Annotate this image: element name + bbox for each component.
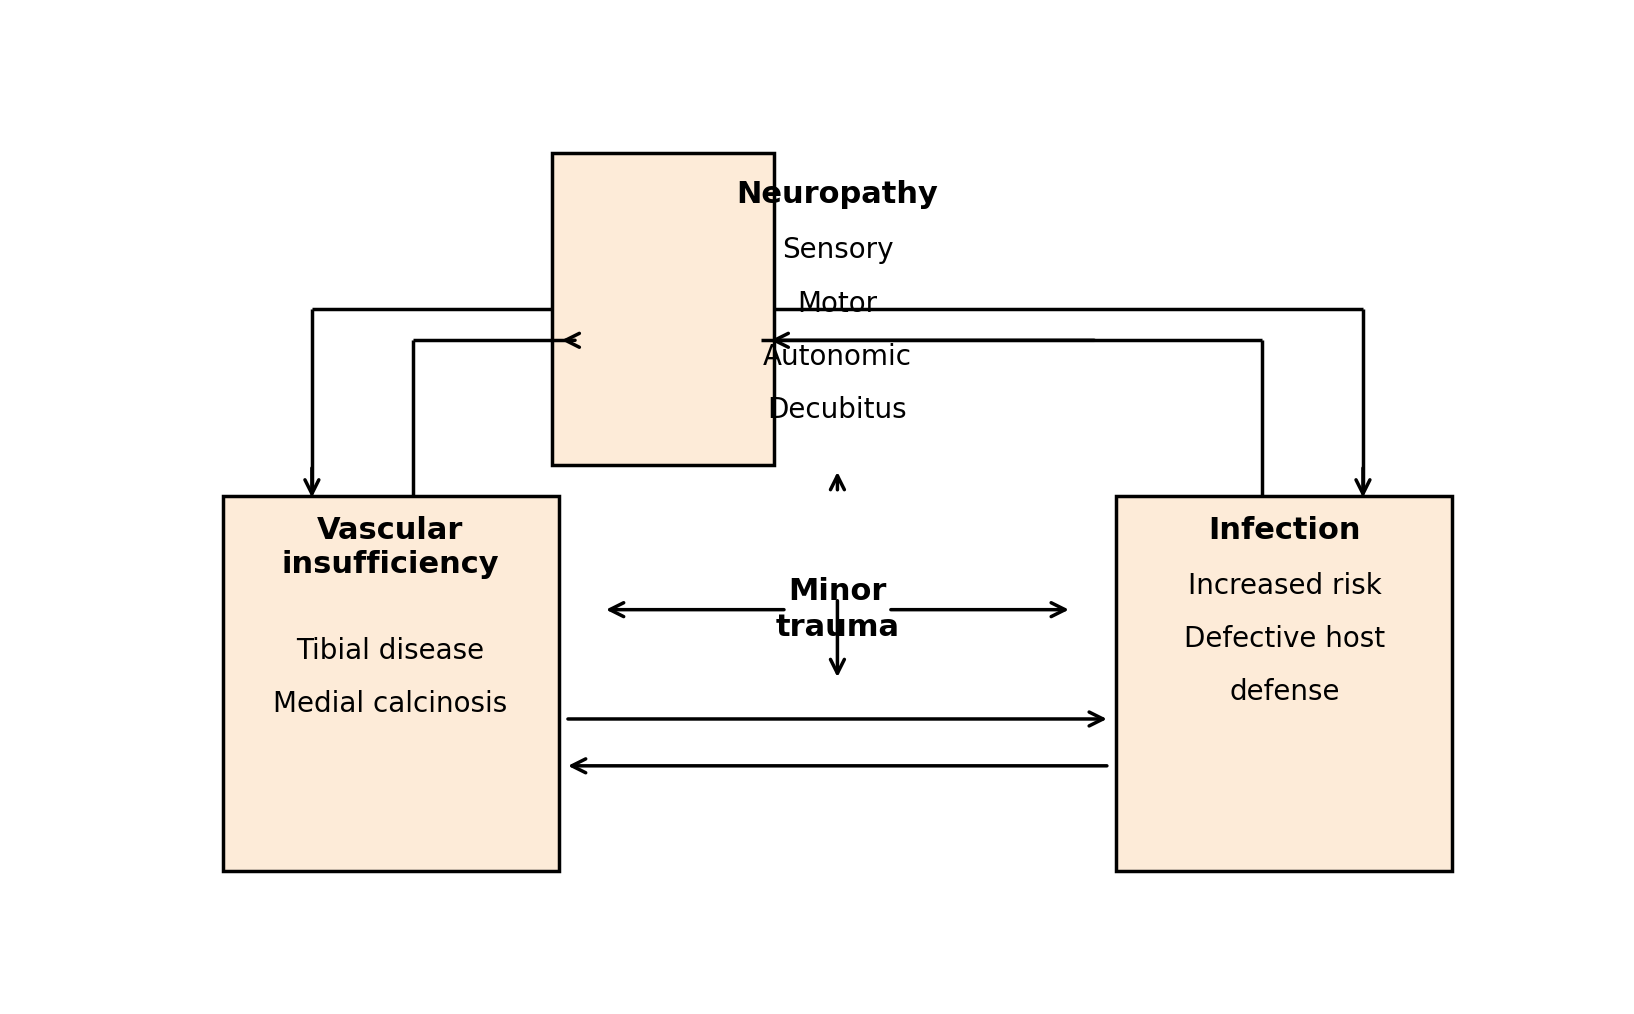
FancyBboxPatch shape	[1116, 497, 1451, 871]
Text: Increased risk: Increased risk	[1188, 572, 1381, 600]
Text: Tibial disease: Tibial disease	[296, 637, 484, 665]
Text: Neuropathy: Neuropathy	[737, 180, 938, 209]
Text: Medial calcinosis: Medial calcinosis	[273, 691, 508, 718]
FancyBboxPatch shape	[224, 497, 559, 871]
Text: Defective host: Defective host	[1185, 626, 1386, 653]
Text: Decubitus: Decubitus	[768, 395, 907, 424]
Text: Minor
trauma: Minor trauma	[776, 577, 899, 642]
Text: Infection: Infection	[1208, 516, 1361, 545]
Text: defense: defense	[1229, 678, 1340, 707]
Text: Motor: Motor	[797, 290, 877, 317]
FancyBboxPatch shape	[552, 153, 775, 465]
Text: Autonomic: Autonomic	[763, 343, 912, 371]
Text: Sensory: Sensory	[781, 236, 894, 265]
Text: Vascular
insufficiency: Vascular insufficiency	[281, 516, 500, 579]
